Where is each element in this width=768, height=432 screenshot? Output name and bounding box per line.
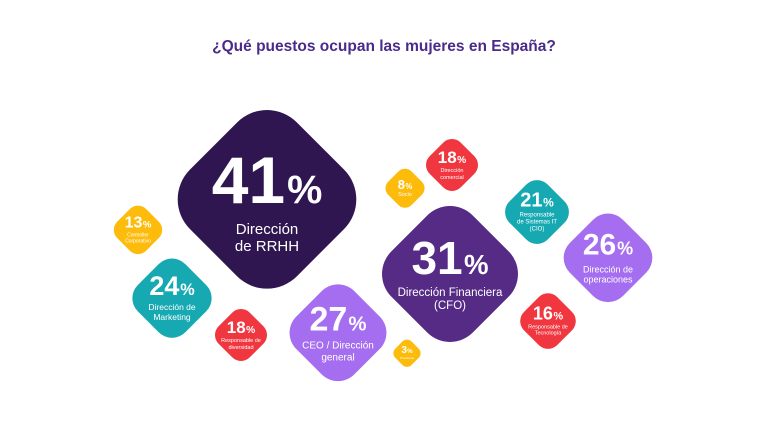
- tile-operaciones: 26% Dirección de operaciones: [554, 204, 662, 312]
- tile-label: Dirección comercial: [440, 168, 464, 181]
- tile-label: Presidente: [399, 355, 415, 360]
- tile-percentage: 26%: [582, 228, 634, 262]
- tile-label: Controller Corporativo: [125, 232, 151, 244]
- tile-cfo: 31% Dirección Financiera (CFO): [368, 192, 532, 356]
- tile-percentage: 21%: [520, 189, 554, 212]
- tile-percentage: 27%: [309, 300, 367, 339]
- tile-label: Dirección de Marketing: [148, 302, 196, 322]
- tile-tecnologia: 16% Responsable de Tecnología: [514, 287, 582, 355]
- tile-ceo: 27% CEO / Dirección general: [279, 274, 397, 392]
- tile-percentage: 8%: [397, 176, 413, 192]
- tile-label: Dirección Financiera (CFO): [397, 286, 503, 312]
- tile-controller: 13% Controller Corporativo: [108, 200, 168, 260]
- tile-diversidad: 18% Responsable de diversidad: [209, 303, 273, 367]
- tile-percentage: 31%: [411, 231, 489, 284]
- tile-percentage: 16%: [532, 303, 564, 324]
- tile-percentage: 18%: [226, 318, 256, 338]
- tile-percentage: 3%: [401, 344, 413, 356]
- tile-percentage: 24%: [149, 271, 195, 302]
- tile-socio: 8% Socio: [381, 164, 429, 212]
- page-title: ¿Qué puestos ocupan las mujeres en Españ…: [212, 38, 556, 55]
- tile-comercial: 18% Dirección comercial: [420, 133, 484, 197]
- tile-percentage: 13%: [124, 214, 152, 232]
- tile-percentage: 18%: [437, 148, 467, 168]
- tile-label: Dirección de operaciones: [582, 264, 634, 285]
- tile-cio: 21% Responsable de Sistemas IT (CIO): [498, 173, 576, 251]
- tile-label: CEO / Dirección general: [302, 340, 374, 364]
- tile-rrhh: 41% Dirección de RRHH: [160, 92, 374, 306]
- tile-label: Dirección de RRHH: [234, 220, 300, 255]
- tile-marketing: 24% Dirección de Marketing: [124, 250, 220, 346]
- tile-label: Responsable de Tecnología: [528, 324, 568, 337]
- tile-presidente: 3% Presidente: [390, 336, 424, 370]
- tile-label: Responsable de Sistemas IT (CIO): [516, 212, 557, 233]
- tile-label: Socio: [398, 191, 412, 198]
- tile-percentage: 41%: [211, 142, 323, 217]
- tile-label: Responsable de diversidad: [221, 338, 261, 351]
